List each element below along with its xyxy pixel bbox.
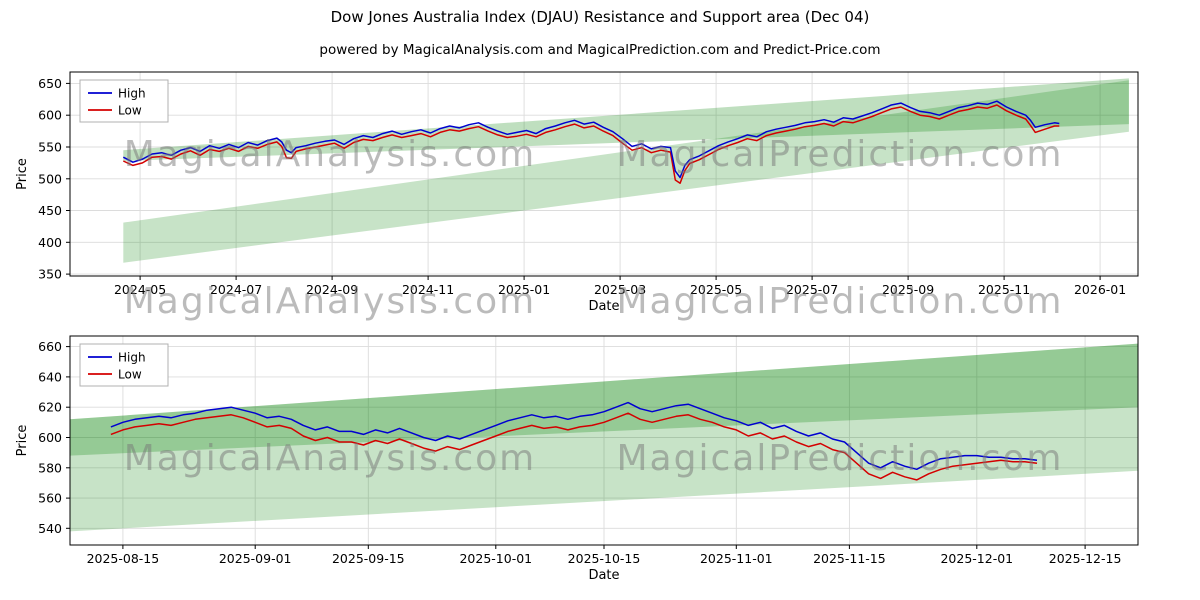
x-tick-label: 2024-05 <box>114 282 166 297</box>
legend-label: Low <box>118 368 142 382</box>
legend-label: Low <box>118 104 142 118</box>
y-axis-label: Price <box>15 425 30 457</box>
x-tick-label: 2025-10-15 <box>568 551 641 566</box>
support-resistance-band <box>70 343 1138 532</box>
x-tick-label: 2025-09 <box>882 282 934 297</box>
y-tick-label: 620 <box>38 400 62 415</box>
support-resistance-band <box>123 80 1129 263</box>
x-tick-label: 2025-03 <box>594 282 646 297</box>
y-tick-label: 350 <box>38 267 62 282</box>
x-axis-label: Date <box>588 299 619 314</box>
y-tick-label: 400 <box>38 235 62 250</box>
series-line-low <box>110 412 1038 481</box>
legend-label: High <box>118 87 146 101</box>
plot-border <box>69 71 1139 277</box>
x-tick-label: 2025-12-15 <box>1049 551 1122 566</box>
legend-label: High <box>118 351 146 365</box>
y-tick-label: 560 <box>38 491 62 506</box>
x-tick-label: 2024-09 <box>306 282 358 297</box>
x-tick-label: 2025-11-15 <box>813 551 886 566</box>
y-tick-label: 660 <box>38 339 62 354</box>
x-tick-label: 2025-01 <box>498 282 550 297</box>
legend <box>79 79 169 123</box>
figure-subtitle: powered by MagicalAnalysis.com and Magic… <box>319 42 881 58</box>
figure-title: Dow Jones Australia Index (DJAU) Resista… <box>330 8 870 26</box>
y-tick-label: 500 <box>38 171 62 186</box>
x-tick-label: 2024-11 <box>402 282 454 297</box>
x-tick-label: 2024-07 <box>210 282 262 297</box>
x-tick-label: 2026-01 <box>1074 282 1126 297</box>
y-axis-label: Price <box>15 158 30 190</box>
y-tick-label: 600 <box>38 430 62 445</box>
x-tick-label: 2025-09-01 <box>219 551 292 566</box>
chart: 350 400 450 500 550 600 650 2024-05 2024-07 2024-… <box>15 71 1139 314</box>
y-tick-label: 650 <box>38 76 62 91</box>
series-line-high <box>122 100 1060 179</box>
y-tick-label: 540 <box>38 521 62 536</box>
x-tick-label: 2025-05 <box>690 282 742 297</box>
x-tick-label: 2025-09-15 <box>332 551 405 566</box>
support-resistance-band <box>70 343 1138 456</box>
series-line-high <box>110 401 1038 471</box>
x-tick-label: 2025-07 <box>786 282 838 297</box>
x-tick-label: 2025-11 <box>978 282 1030 297</box>
x-axis-label: Date <box>588 568 619 583</box>
legend <box>79 343 169 387</box>
y-tick-label: 450 <box>38 203 62 218</box>
x-tick-label: 2025-12-01 <box>940 551 1013 566</box>
series-line-low <box>122 104 1060 184</box>
y-tick-label: 600 <box>38 108 62 123</box>
y-tick-label: 580 <box>38 460 62 475</box>
x-tick-label: 2025-08-15 <box>87 551 160 566</box>
x-tick-label: 2025-10-01 <box>459 551 532 566</box>
y-tick-label: 550 <box>38 140 62 155</box>
y-tick-label: 640 <box>38 369 62 384</box>
chart: 540 560 580 600 620 640 660 2025-08-15 2025-09-0… <box>15 335 1139 583</box>
x-tick-label: 2025-11-01 <box>700 551 773 566</box>
